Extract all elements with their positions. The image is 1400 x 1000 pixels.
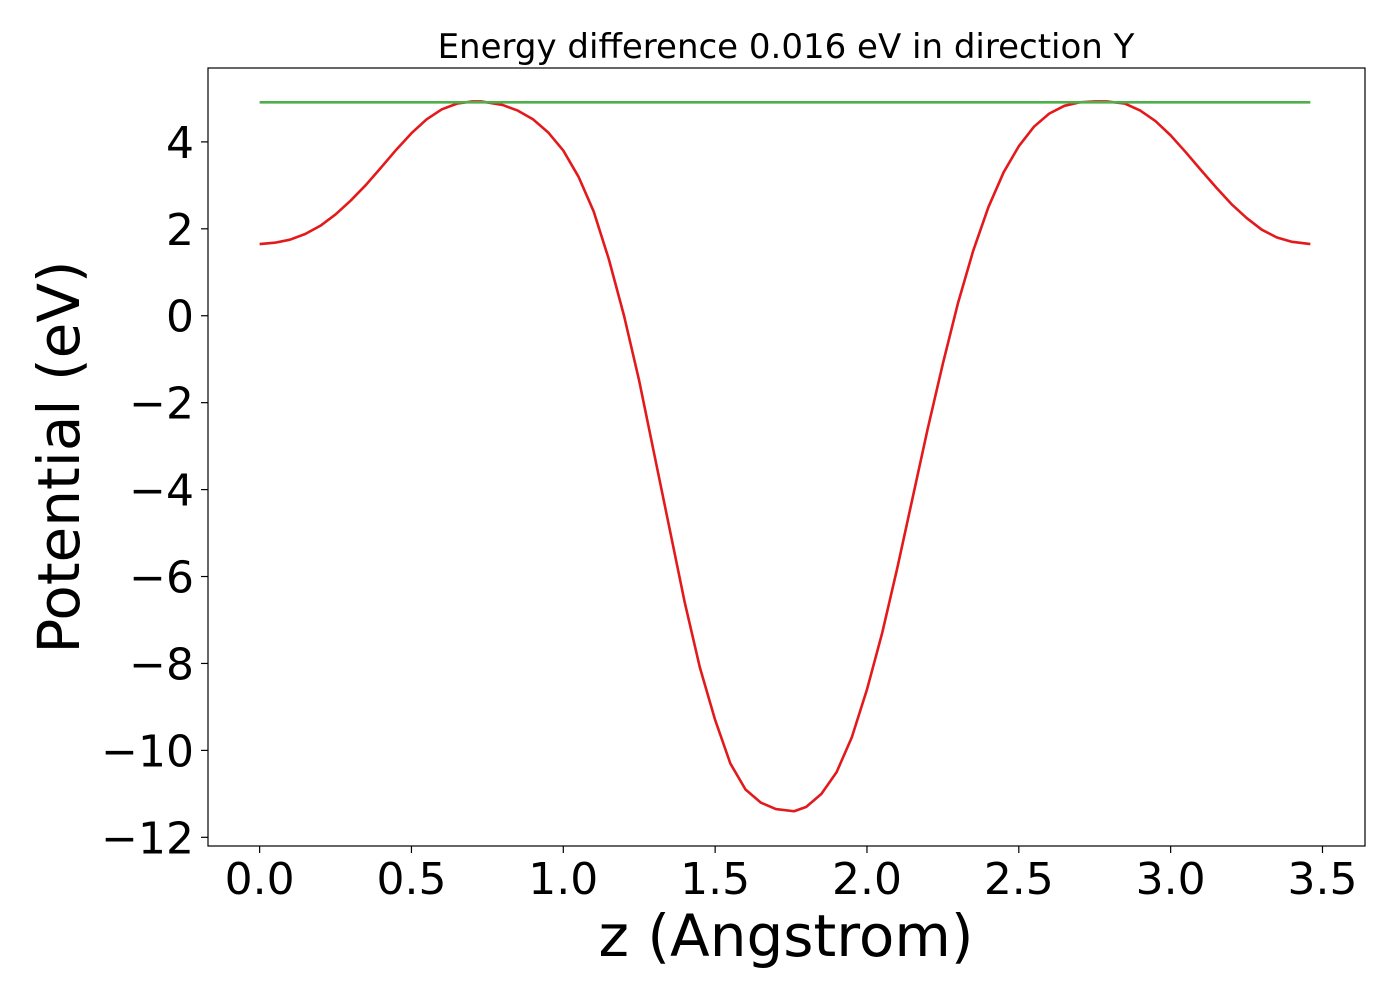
x-tick-label: 2.5 — [984, 854, 1054, 905]
x-tick-label: 3.0 — [1136, 854, 1206, 905]
x-tick-label: 1.0 — [528, 854, 598, 905]
y-tick-label: 0 — [166, 292, 194, 343]
y-tick-label: −8 — [129, 639, 194, 690]
x-tick-label: 2.0 — [832, 854, 902, 905]
x-tick-label: 1.5 — [680, 854, 750, 905]
y-tick-label: −10 — [101, 726, 194, 777]
chart-title: Energy difference 0.016 eV in direction … — [438, 27, 1135, 67]
y-tick-label: −12 — [101, 813, 194, 864]
y-tick-label: −6 — [129, 553, 194, 604]
y-axis: 4 2 0 −2 −4 −6 −8 −10 −12 — [101, 118, 208, 864]
y-tick-label: −2 — [129, 379, 194, 430]
x-tick-label: 3.5 — [1287, 854, 1357, 905]
y-tick-label: 4 — [166, 118, 194, 169]
series-layer — [259, 100, 1311, 813]
x-tick-label: 0.5 — [376, 854, 446, 905]
y-tick-label: 2 — [166, 205, 194, 256]
y-axis-title: Potential (eV) — [25, 260, 93, 653]
x-tick-label: 0.0 — [225, 854, 295, 905]
series-line-1 — [259, 100, 1311, 813]
plot-frame — [207, 67, 1366, 847]
y-tick-label: −4 — [129, 466, 194, 517]
x-axis: 0.0 0.5 1.0 1.5 2.0 2.5 3.0 3.5 — [225, 846, 1357, 905]
x-axis-title: z (Angstrom) — [599, 902, 974, 970]
